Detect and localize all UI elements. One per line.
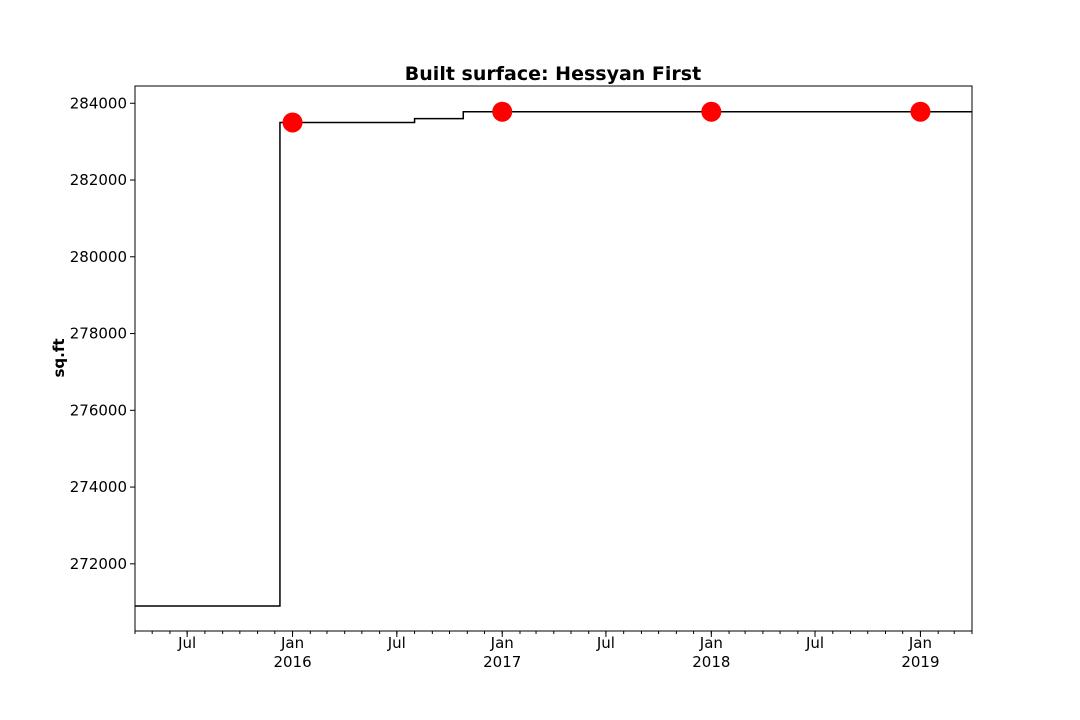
y-axis-label: sq.ft <box>50 338 68 377</box>
x-tick-label: Jan <box>699 634 723 652</box>
chart-title: Built surface: Hessyan First <box>405 63 701 85</box>
y-tick-label: 284000 <box>70 94 127 112</box>
x-tick-label: Jan <box>280 634 304 652</box>
x-tick-year-label: 2016 <box>273 653 311 671</box>
data-marker <box>282 112 303 133</box>
x-tick-label: Jul <box>177 634 196 652</box>
x-tick-label: Jan <box>908 634 932 652</box>
x-tick-label: Jul <box>805 634 824 652</box>
x-tick-label: Jan <box>490 634 514 652</box>
data-marker <box>910 101 931 122</box>
x-tick-year-label: 2018 <box>692 653 730 671</box>
y-tick-label: 276000 <box>70 401 127 419</box>
y-axis-ticks: 272000 274000 276000 278000 280000 282000 2840… <box>70 94 135 573</box>
y-tick-label: 274000 <box>70 478 127 496</box>
data-marker <box>492 101 513 122</box>
plot-frame <box>134 85 973 632</box>
plot-area <box>135 101 972 607</box>
x-tick-year-label: 2017 <box>483 653 521 671</box>
y-tick-label: 278000 <box>70 325 127 343</box>
data-marker <box>701 101 722 122</box>
built-surface-step-line <box>135 110 972 607</box>
x-tick-label: Jul <box>387 634 406 652</box>
y-tick-label: 280000 <box>70 248 127 266</box>
y-tick-label: 272000 <box>70 555 127 573</box>
x-tick-label: Jul <box>596 634 615 652</box>
y-tick-label: 282000 <box>70 171 127 189</box>
x-tick-year-label: 2019 <box>901 653 939 671</box>
